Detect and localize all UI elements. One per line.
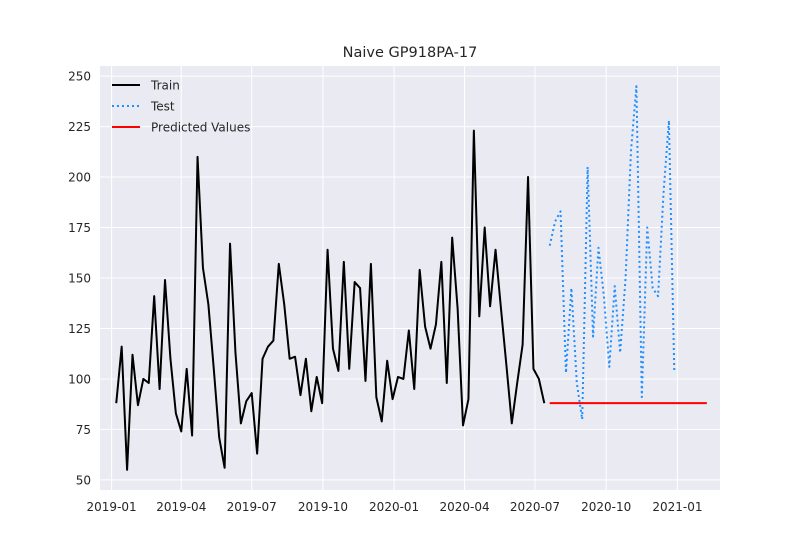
y-tick-label: 200: [68, 171, 91, 185]
series-line-test: [548, 85, 676, 421]
y-tick-label: 225: [68, 120, 91, 134]
y-tick-label: 250: [68, 70, 91, 84]
legend: Train Test Predicted Values: [112, 79, 250, 135]
x-tick-label: 2020-01: [369, 500, 419, 514]
x-tick-label: 2019-10: [298, 500, 348, 514]
legend-label: Train: [150, 79, 180, 93]
y-tick-label: 175: [68, 221, 91, 235]
y-tick-label: 150: [68, 272, 91, 286]
series-line-train: [115, 129, 546, 471]
y-tick-label: 100: [68, 372, 91, 386]
x-tick-label: 2021-01: [652, 500, 702, 514]
series-lines: [115, 85, 707, 471]
x-tick-label: 2020-04: [439, 500, 489, 514]
grid-lines: [100, 66, 720, 490]
legend-label: Test: [150, 100, 175, 114]
y-axis-ticks: 50 75 100 125 150 175 200 225 250: [68, 70, 91, 488]
chart-title: Naive GP918PA-17: [343, 45, 478, 61]
legend-label: Predicted Values: [151, 121, 250, 135]
x-tick-label: 2019-07: [227, 500, 277, 514]
x-tick-label: 2019-01: [87, 500, 137, 514]
x-axis-ticks: 2019-01 2019-04 2019-07 2019-10 2020-01 2020-…: [87, 500, 703, 514]
x-tick-label: 2020-07: [510, 500, 560, 514]
x-tick-label: 2020-10: [581, 500, 631, 514]
y-tick-label: 125: [68, 322, 91, 336]
y-tick-label: 75: [76, 423, 91, 437]
x-tick-label: 2019-04: [156, 500, 206, 514]
y-tick-label: 50: [76, 473, 91, 487]
